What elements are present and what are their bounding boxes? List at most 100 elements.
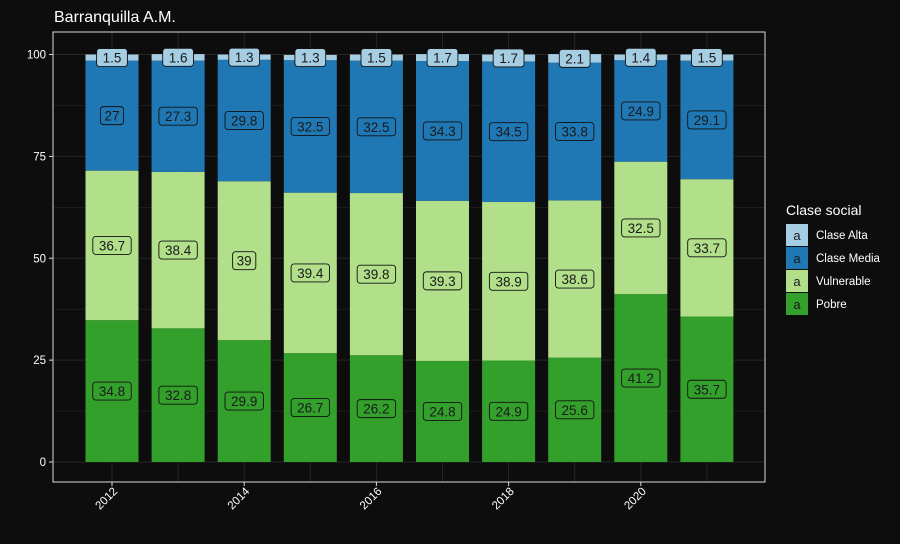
data-label-box: [356, 399, 397, 419]
data-label-box: [621, 368, 661, 388]
data-label-clase-alta-2020: 1.4: [624, 47, 657, 67]
data-label-text: 24.9: [628, 104, 654, 119]
legend-key: [786, 224, 808, 246]
data-label-text: 38.6: [562, 272, 588, 287]
data-label-box: [624, 47, 657, 67]
data-label-text: 33.7: [694, 241, 720, 256]
data-label-clase-media-2015: 32.5: [290, 116, 330, 136]
data-label-text: 32.5: [297, 119, 323, 134]
legend-label: Pobre: [816, 299, 847, 311]
legend-label: Vulnerable: [816, 276, 871, 288]
data-label-text: 34.3: [429, 124, 455, 139]
data-label-box: [422, 121, 463, 141]
data-label-box: [224, 391, 264, 411]
data-label-box: [488, 271, 529, 291]
data-label-vulnerable-2016: 39.8: [356, 264, 397, 284]
x-tick-label: 2014: [226, 485, 253, 512]
data-label-box: [422, 402, 463, 421]
legend-key-glyph: a: [793, 251, 801, 266]
data-label-text: 29.1: [694, 113, 720, 128]
data-label-pobre-2021: 35.7: [687, 379, 727, 399]
data-label-box: [290, 398, 330, 418]
data-label-text: 27.3: [165, 109, 191, 124]
data-label-clase-media-2013: 27.3: [158, 106, 198, 126]
y-tick-label: 0: [40, 457, 46, 469]
x-tick-label: 2012: [94, 486, 121, 513]
data-label-box: [360, 48, 393, 68]
data-label-text: 1.6: [169, 50, 188, 65]
data-label-text: 29.8: [231, 114, 257, 129]
data-label-box: [555, 400, 595, 420]
data-label-text: 39.3: [429, 274, 455, 289]
data-label-vulnerable-2014: 39: [232, 251, 257, 271]
legend: Clase social a Clase Alta a Clase Media a Vuln…: [786, 202, 881, 315]
data-label-clase-media-2012: 27: [99, 106, 125, 126]
data-label-box: [687, 379, 727, 399]
data-label-vulnerable-2013: 38.4: [158, 240, 198, 260]
data-label-pobre-2013: 32.8: [158, 385, 198, 405]
data-label-text: 2.1: [565, 51, 584, 66]
data-label-text: 38.4: [165, 243, 192, 258]
data-label-text: 1.5: [367, 51, 386, 66]
x-tick-label: 2016: [358, 486, 385, 513]
data-label-clase-alta-2015: 1.3: [294, 48, 327, 68]
legend-label: Clase Alta: [816, 230, 868, 242]
legend-label: Clase Media: [816, 253, 881, 265]
data-label-text: 26.7: [297, 401, 323, 416]
legend-item-clase-alta: a Clase Alta: [786, 224, 868, 246]
data-label-clase-alta-2019: 2.1: [558, 48, 591, 68]
data-label-clase-media-2016: 32.5: [356, 117, 397, 137]
data-label-text: 1.3: [301, 51, 320, 66]
data-label-vulnerable-2017: 39.3: [422, 271, 463, 291]
data-label-box: [92, 235, 132, 255]
data-label-box: [290, 263, 330, 283]
data-label-box: [96, 48, 128, 68]
data-label-box: [228, 47, 261, 67]
data-label-clase-media-2020: 24.9: [621, 101, 661, 121]
data-label-pobre-2016: 26.2: [356, 399, 397, 419]
data-label-box: [555, 122, 595, 141]
data-label-pobre-2018: 24.9: [488, 401, 529, 421]
data-label-vulnerable-2021: 33.7: [687, 238, 727, 258]
data-label-text: 39.8: [363, 267, 389, 282]
legend-item-clase-media: a Clase Media: [786, 247, 881, 269]
data-label-box: [232, 251, 257, 271]
data-label-text: 41.2: [628, 371, 654, 386]
data-label-text: 36.7: [99, 238, 125, 253]
data-label-box: [558, 48, 591, 68]
data-label-text: 29.9: [231, 394, 257, 409]
data-label-box: [488, 122, 529, 142]
data-label-clase-alta-2013: 1.6: [162, 47, 194, 67]
data-label-vulnerable-2015: 39.4: [290, 263, 330, 283]
data-label-box: [356, 264, 397, 284]
x-tick-label: 2018: [490, 486, 517, 513]
y-tick-label: 50: [33, 253, 46, 265]
legend-item-vulnerable: a Vulnerable: [786, 270, 871, 292]
data-label-text: 34.5: [495, 125, 521, 140]
data-label-box: [492, 48, 525, 68]
panel-border: [52, 31, 766, 483]
data-label-clase-media-2014: 29.8: [224, 111, 264, 130]
data-label-vulnerable-2018: 38.9: [488, 271, 529, 291]
data-label-text: 1.7: [499, 51, 518, 66]
data-label-box: [290, 116, 330, 136]
data-label-vulnerable-2020: 32.5: [621, 218, 661, 238]
data-label-clase-alta-2017: 1.7: [426, 48, 459, 68]
data-label-text: 32.5: [628, 221, 654, 236]
data-label-text: 35.7: [694, 382, 720, 397]
data-label-box: [158, 240, 198, 260]
y-tick-label: 100: [27, 50, 46, 62]
data-label-box: [158, 106, 198, 126]
y-tick-label: 75: [33, 151, 46, 163]
data-label-box: [621, 101, 661, 121]
data-label-box: [99, 106, 125, 126]
data-label-clase-media-2019: 33.8: [555, 122, 595, 141]
data-label-text: 24.8: [429, 404, 455, 419]
data-label-box: [422, 271, 463, 291]
data-label-pobre-2017: 24.8: [422, 402, 463, 421]
data-label-text: 1.4: [631, 50, 650, 65]
legend-item-pobre: a Pobre: [786, 293, 847, 315]
legend-key-glyph: a: [793, 228, 801, 243]
data-label-text: 33.8: [562, 125, 588, 140]
